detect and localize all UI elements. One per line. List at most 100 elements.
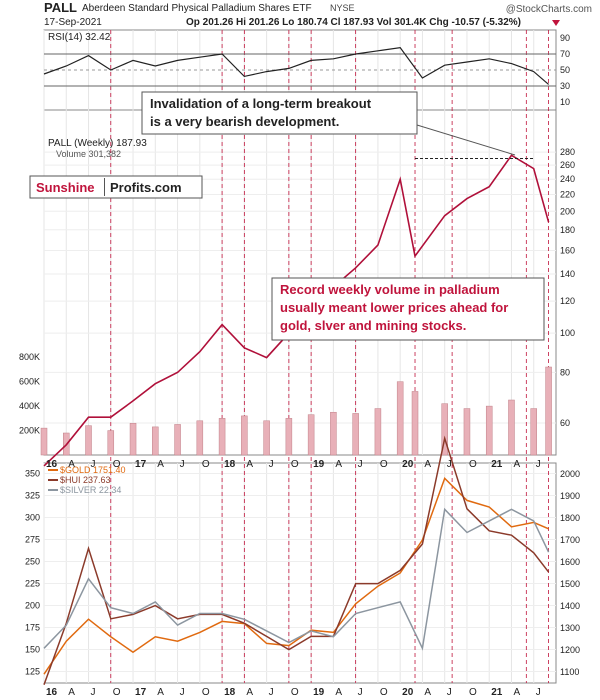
metals-left-tick-label: 250 — [25, 557, 40, 567]
x-tick-label: J — [536, 687, 541, 698]
rsi-tick-label: 30 — [560, 81, 570, 91]
volume-bar — [85, 425, 92, 456]
price-tick-label: 140 — [560, 269, 575, 279]
rsi-tick-label: 10 — [560, 97, 570, 107]
rsi-tick-label: 90 — [560, 33, 570, 43]
rsi-tick-label: 70 — [560, 49, 570, 59]
metals-right-tick-label: 1900 — [560, 491, 580, 501]
volume-bar — [485, 405, 493, 456]
metals-series-line — [43, 477, 549, 675]
x-tick-label: A — [68, 687, 75, 698]
x-tick-label: J — [447, 459, 452, 470]
volume-bar — [263, 420, 270, 456]
watermark: @StockCharts.com — [506, 4, 592, 15]
chg-down-marker-icon — [552, 20, 560, 26]
x-tick-label: O — [113, 459, 121, 470]
metals-left-tick-label: 300 — [25, 513, 40, 523]
x-tick-label: 20 — [402, 687, 414, 698]
volume-bar — [396, 381, 404, 456]
date: 17-Sep-2021 — [44, 17, 102, 28]
metals-series-line — [43, 507, 550, 651]
x-tick-label: 21 — [491, 459, 503, 470]
price-title: PALL (Weekly) 187.93 — [48, 138, 147, 149]
volume-bar — [411, 391, 419, 456]
volume-bar — [530, 408, 537, 456]
x-tick-label: A — [513, 459, 520, 470]
rsi-layer — [43, 46, 556, 87]
x-tick-label: J — [536, 459, 541, 470]
x-tick-label: A — [246, 459, 253, 470]
metals-left-tick-label: 175 — [25, 623, 40, 633]
metals-left-tick-label: 275 — [25, 535, 40, 545]
x-tick-label: 16 — [46, 687, 58, 698]
x-tick-label: A — [424, 687, 431, 698]
x-tick-label: 20 — [402, 459, 414, 470]
symbol: PALL — [44, 0, 77, 15]
volume-tick-label: 600K — [19, 377, 40, 387]
x-tick-label: A — [335, 459, 342, 470]
rsi-line — [43, 46, 549, 85]
volume-bar — [508, 399, 515, 456]
breakout-line1: Invalidation of a long-term breakout — [150, 96, 372, 111]
price-tick-label: 80 — [560, 367, 570, 377]
price-tick-label: 280 — [560, 147, 575, 157]
brand-part2: Profits.com — [110, 180, 182, 195]
x-tick-label: O — [291, 459, 299, 470]
volume-bar — [330, 411, 337, 456]
volume-tick-label: 200K — [19, 426, 40, 436]
rsi-tick-label: 50 — [560, 65, 570, 75]
volume-line3: gold, slver and mining stocks. — [280, 318, 466, 333]
x-tick-label: J — [269, 459, 274, 470]
volume-tick-label: 800K — [19, 352, 40, 362]
metals-left-tick-label: 225 — [25, 579, 40, 589]
volume-layer — [40, 366, 552, 456]
x-tick-label: A — [246, 687, 253, 698]
rsi-title: RSI(14) 32.42 — [48, 32, 111, 43]
x-tick-label: O — [291, 687, 299, 698]
brand-box — [29, 175, 203, 199]
volume-bar — [463, 408, 471, 456]
axis-labels: 16 16 A A J J O O 17 17 A A J J O O 18 18 A A J J O O 19 19 A A J J O O… — [19, 33, 580, 698]
x-tick-label: 21 — [491, 687, 503, 698]
x-tick-label: O — [380, 687, 388, 698]
volume-title: Volume 301,382 — [56, 149, 121, 159]
volume-bar — [545, 366, 552, 456]
x-tick-label: 19 — [313, 687, 325, 698]
x-tick-label: O — [380, 459, 388, 470]
x-tick-label: A — [157, 687, 164, 698]
breakout-line2: is a very bearish development. — [150, 114, 339, 129]
x-tick-label: A — [157, 459, 164, 470]
volume-bar — [174, 424, 181, 456]
x-tick-label: O — [202, 459, 210, 470]
metals-right-tick-label: 1500 — [560, 579, 580, 589]
metals-right-tick-label: 2000 — [560, 469, 580, 479]
etf-name: Aberdeen Standard Physical Palladium Sha… — [82, 3, 312, 14]
metals-layer — [43, 435, 550, 686]
volume-bar — [40, 427, 48, 456]
x-tick-label: J — [180, 459, 185, 470]
price-tick-label: 180 — [560, 225, 575, 235]
x-tick-label: A — [68, 459, 75, 470]
metals-right-tick-label: 1600 — [560, 557, 580, 567]
metals-right-tick-label: 1700 — [560, 535, 580, 545]
x-tick-label: J — [447, 687, 452, 698]
x-tick-label: O — [469, 459, 477, 470]
metals-series-line — [43, 435, 550, 686]
x-tick-label: J — [358, 687, 363, 698]
price-tick-label: 260 — [560, 160, 575, 170]
x-tick-label: J — [269, 687, 274, 698]
volume-bar — [107, 430, 115, 456]
volume-bar — [129, 422, 137, 456]
x-tick-label: 17 — [135, 687, 147, 698]
x-tick-label: J — [91, 459, 96, 470]
metals-panel — [43, 462, 557, 684]
metals-left-tick-label: 150 — [25, 645, 40, 655]
volume-bar — [196, 420, 204, 456]
x-tick-label: A — [513, 687, 520, 698]
legend-label: $GOLD 1751.40 — [60, 465, 126, 475]
x-tick-label: 19 — [313, 459, 325, 470]
price-tick-label: 120 — [560, 296, 575, 306]
volume-bar — [307, 414, 315, 456]
x-tick-label: J — [358, 459, 363, 470]
